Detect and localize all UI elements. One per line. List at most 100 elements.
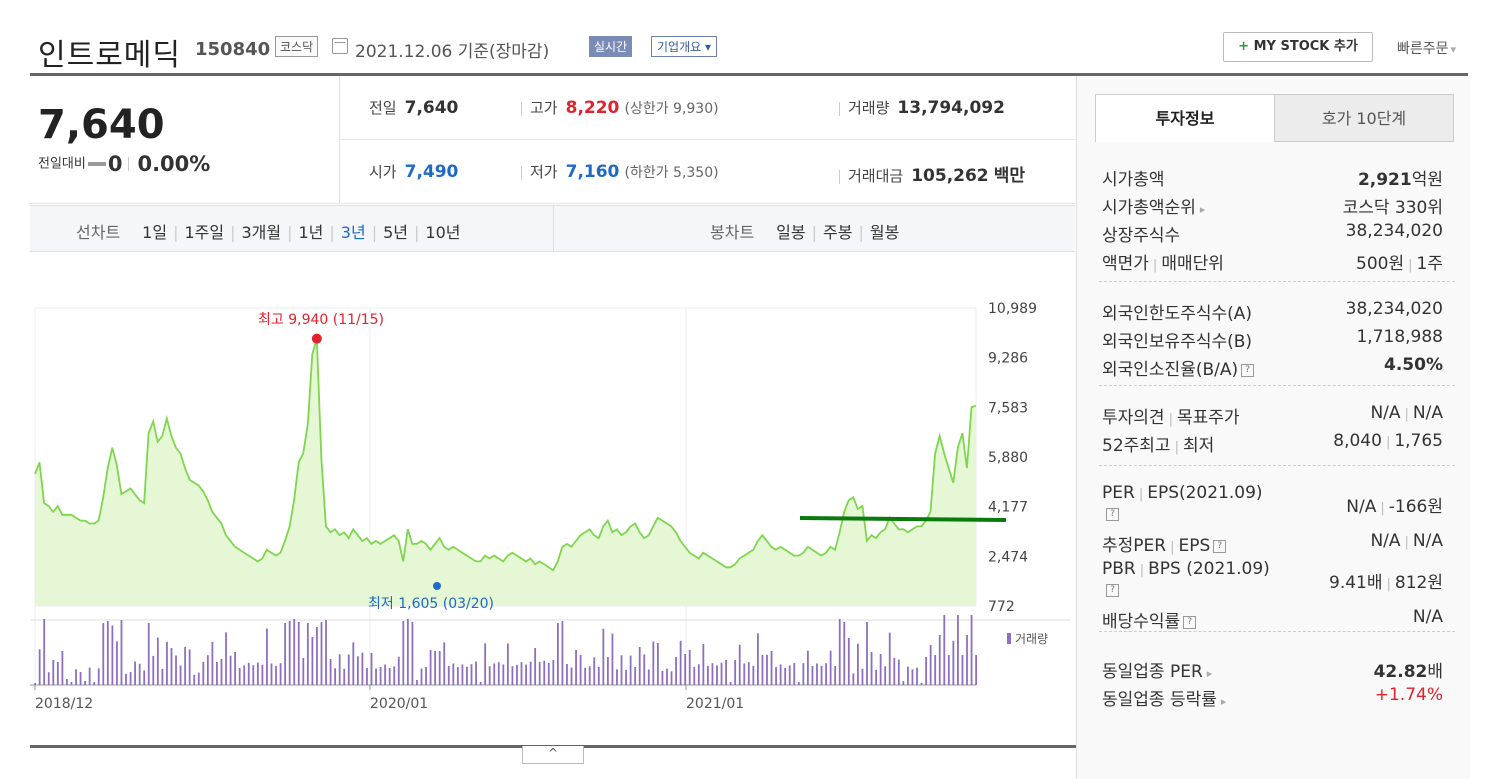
volume-bar: [270, 663, 273, 685]
collapse-button[interactable]: ^: [522, 746, 584, 764]
period-tab[interactable]: 1주일: [184, 223, 225, 242]
period-tab[interactable]: 3개월: [241, 223, 282, 242]
volume-bar: [197, 672, 200, 685]
info-rows: 투자의견 | 목표주가 N/A | N/A 52주최고 | 최저 8,040 | 1,765: [1099, 394, 1455, 456]
volume-bar: [147, 623, 150, 685]
volume-bar: [638, 647, 641, 685]
volume-bar: [711, 663, 714, 685]
divider: |: [1404, 407, 1409, 422]
tab-investment-info[interactable]: 투자정보: [1095, 94, 1275, 142]
period-tab[interactable]: 1일: [142, 223, 168, 242]
volume-bar: [834, 666, 837, 685]
flat-icon: [87, 162, 106, 166]
volume-bar: [256, 662, 259, 685]
info-value: 2,921억원: [1357, 170, 1443, 190]
candle-tab[interactable]: 주봉: [823, 223, 853, 242]
tab-separator: |: [371, 223, 378, 242]
volume-bar: [361, 652, 364, 685]
volume-bar: [447, 666, 450, 685]
volume-bar: [966, 635, 968, 685]
stock-header: 인트로메딕 150840 코스닥 2021.12.06 기준(장마감) 실시간 …: [30, 28, 1470, 73]
info-row: 외국인한도주식수(A) 38,234,020: [1099, 296, 1455, 324]
volume-bar: [875, 669, 877, 685]
volume-bar: [393, 666, 396, 685]
chevron-right-icon[interactable]: ▸: [1220, 695, 1227, 708]
help-icon[interactable]: ?: [1213, 539, 1227, 553]
divider: |: [1385, 435, 1391, 450]
volume-bar: [888, 632, 891, 685]
volume-bar: [84, 681, 87, 685]
period-tab[interactable]: 1년: [298, 223, 324, 242]
volume-bar: [193, 674, 196, 685]
volume-bar: [961, 655, 964, 685]
volume-bar: [166, 641, 168, 685]
period-tab[interactable]: 5년: [383, 223, 408, 242]
help-icon[interactable]: ?: [1106, 508, 1119, 521]
min-marker: [433, 582, 441, 590]
period-tab[interactable]: 3년: [340, 223, 366, 242]
volume-bar: [106, 621, 109, 685]
tab-separator: |: [287, 223, 293, 242]
volume-bar: [756, 633, 759, 685]
volume-bar: [416, 680, 418, 685]
volume-bar: [70, 682, 73, 685]
volume-bar: [116, 641, 118, 685]
help-icon[interactable]: ?: [1183, 615, 1197, 629]
y-tick-label: 2,474: [988, 549, 1028, 565]
help-icon[interactable]: ?: [1106, 584, 1119, 597]
volume-bar: [629, 655, 632, 685]
volume-bar: [488, 666, 491, 685]
candle-tab[interactable]: 월봉: [869, 223, 900, 242]
volume-bar: [716, 665, 718, 685]
volume-bar: [484, 643, 487, 685]
volume-bar: [525, 664, 527, 685]
tab-order-book[interactable]: 호가 10단계: [1274, 94, 1454, 142]
quick-order-dropdown[interactable]: 빠른주문: [1397, 38, 1456, 58]
volume-bar: [738, 644, 741, 685]
volume-bar: [543, 660, 546, 685]
period-tab[interactable]: 10년: [425, 223, 461, 242]
chevron-right-icon[interactable]: ▸: [1199, 203, 1206, 216]
volume-bar: [647, 669, 650, 685]
volume-bar: [907, 666, 909, 685]
volume-bar: [66, 679, 68, 685]
x-tick-label: 2021/01: [686, 696, 744, 712]
volume-bar: [725, 659, 727, 685]
price-chart[interactable]: 10,989 9,286 7,583 5,880 4,177 2,474 772 최고 9,9…: [30, 290, 1070, 720]
volume-bar: [852, 673, 855, 685]
volume-bar: [61, 651, 64, 685]
volume-bar: [379, 667, 382, 685]
prev-close: 전일 7,640: [369, 98, 459, 118]
volume-bar: [275, 665, 277, 685]
price-area: [35, 338, 976, 606]
my-stock-add-button[interactable]: + MY STOCK 추가: [1223, 32, 1373, 62]
info-value: 38,234,020: [1345, 299, 1443, 319]
quote-table: 전일 7,640 고가 8,220 (상한가 9,930) 거래량 13,794,09…: [341, 76, 1075, 204]
plus-icon: +: [1238, 39, 1250, 54]
volume-bar: [234, 652, 237, 685]
info-row: PBR | BPS (2021.09) 9.41배 | 812원?: [1099, 556, 1455, 604]
volume-bar: [206, 655, 209, 685]
volume-bar: [179, 665, 182, 685]
info-row: 시가총액 2,921억원: [1099, 162, 1455, 190]
volume-bar: [375, 668, 377, 685]
high-price: 고가 8,220 (상한가 9,930): [521, 97, 719, 118]
chevron-right-icon[interactable]: ▸: [1206, 667, 1213, 680]
help-icon[interactable]: ?: [1241, 363, 1255, 377]
volume-bar: [829, 650, 832, 685]
open-price: 시가 7,490: [369, 162, 459, 182]
realtime-button[interactable]: 실시간: [589, 36, 633, 57]
volume-bar: [243, 665, 246, 685]
volume-bar: [170, 648, 173, 685]
volume-bar: [329, 659, 332, 685]
volume-bar: [252, 665, 255, 685]
corp-overview-dropdown[interactable]: 기업개요 ▾: [651, 36, 717, 57]
volume-bar: [266, 628, 268, 685]
volume-bar: [516, 664, 518, 685]
divider: |: [1386, 577, 1391, 592]
volume-bar: [93, 682, 96, 685]
volume-bar: [788, 665, 791, 685]
info-row: 동일업종 PER ▸ 42.82배: [1099, 654, 1455, 682]
candle-tab[interactable]: 일봉: [776, 223, 806, 242]
volume-bar: [120, 620, 123, 685]
